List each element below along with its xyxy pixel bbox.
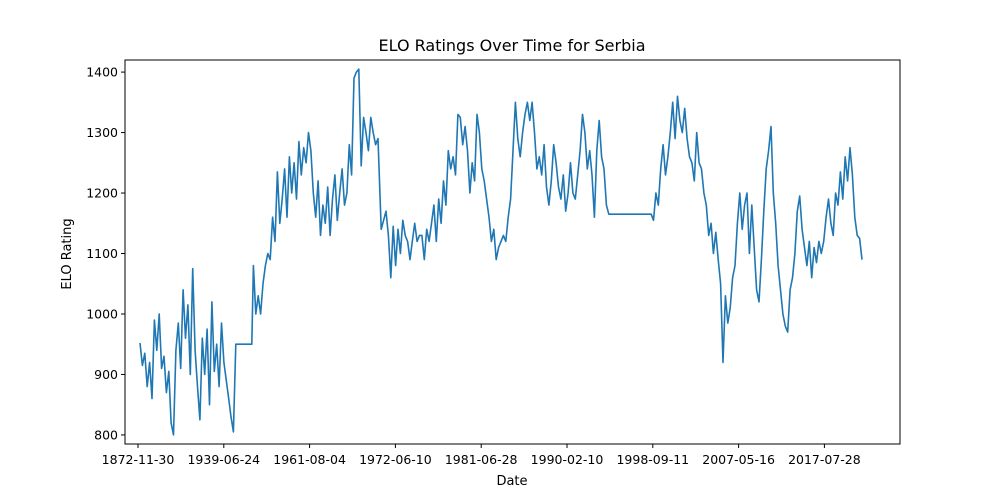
x-tick-label: 1961-08-04 xyxy=(273,452,346,467)
x-tick-label: 2007-05-16 xyxy=(702,452,775,467)
y-tick-label: 1100 xyxy=(86,246,118,261)
x-tick-label: 1872-11-30 xyxy=(102,452,175,467)
y-tick-label: 1000 xyxy=(86,306,118,321)
y-tick-label: 1200 xyxy=(86,186,118,201)
x-axis-label: Date xyxy=(496,474,527,489)
x-tick-label: 1998-09-11 xyxy=(616,452,689,467)
x-tick-label: 1939-06-24 xyxy=(187,452,260,467)
y-tick-label: 800 xyxy=(94,427,118,442)
y-tick-label: 1300 xyxy=(86,125,118,140)
chart-title: ELO Ratings Over Time for Serbia xyxy=(378,36,645,55)
y-axis-label: ELO Rating xyxy=(60,218,75,289)
y-tick-label: 900 xyxy=(94,367,118,382)
x-tick-label: 1990-02-10 xyxy=(531,452,604,467)
axes-frame xyxy=(124,59,901,445)
x-tick-label: 1972-06-10 xyxy=(359,452,432,467)
series-line-0 xyxy=(139,68,863,436)
x-tick-label: 1981-06-28 xyxy=(445,452,518,467)
y-tick-label: 1400 xyxy=(86,65,118,80)
x-tick-label: 2017-07-28 xyxy=(788,452,861,467)
plot-area: 800 900 1000 1100 1200 1300 1400 1872-11-30 1939… xyxy=(86,59,901,467)
